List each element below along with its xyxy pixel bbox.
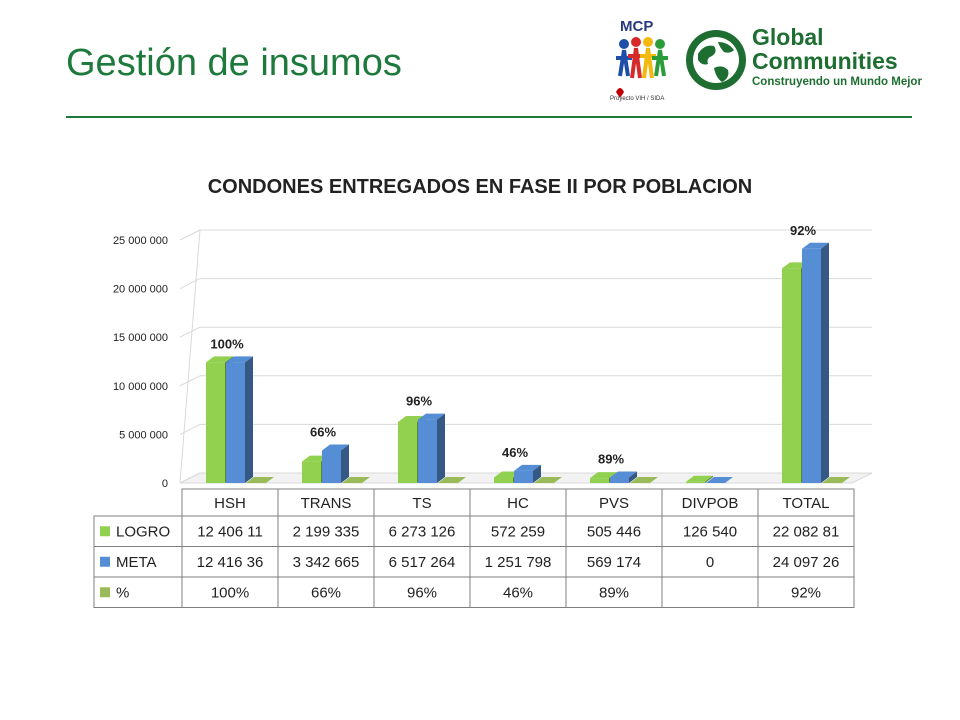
y-tick-label: 20 000 000 (113, 284, 168, 296)
legend-label: % (116, 584, 129, 601)
table-cell: 572 259 (491, 523, 545, 540)
table-cell: 12 406 11 (197, 523, 263, 540)
bar-meta (322, 444, 349, 483)
table-cell: 1 251 798 (485, 554, 552, 571)
table-cell: 46% (503, 584, 533, 601)
table-cell: 505 446 (587, 523, 641, 540)
table-cell: 3 342 665 (293, 554, 360, 571)
bar-meta (514, 464, 541, 483)
x-category-label: HC (507, 495, 529, 512)
table-cell: 2 199 335 (293, 523, 360, 540)
bar-data-label: 89% (598, 451, 624, 466)
table-body (93, 515, 855, 608)
table-cell: 569 174 (587, 554, 641, 571)
table-cell: 100% (211, 584, 249, 601)
x-category-label: TS (412, 495, 431, 512)
bar-pct (342, 477, 370, 483)
global-communities-line2: Communities (752, 48, 898, 74)
bar-meta (802, 242, 829, 483)
mcp-logo-text: MCP (620, 18, 654, 35)
x-category-label: DIVPOB (682, 495, 739, 512)
table-cell: 0 (706, 554, 714, 571)
globe-icon (686, 30, 746, 90)
table-header-row (181, 488, 855, 517)
chart-title: CONDONES ENTREGADOS EN FASE II POR POBLA… (207, 176, 753, 198)
global-communities-logo: Global Communities Construyendo un Mundo… (684, 22, 922, 104)
x-category-label: HSH (214, 495, 246, 512)
bar-logro (686, 475, 713, 483)
mcp-logo: MCP Proyecto VIH / SIDA (606, 16, 674, 108)
table-cell: 126 540 (683, 523, 737, 540)
bar-meta (226, 356, 253, 483)
table-cell: 96% (407, 584, 437, 601)
gridline-side (179, 375, 201, 387)
legend-label: META (116, 554, 157, 571)
bar-meta (706, 477, 733, 483)
table-cell: 24 097 26 (773, 554, 840, 571)
people-icon (616, 37, 668, 98)
x-category-label: TOTAL (783, 495, 830, 512)
bar-data-label: 92% (790, 223, 816, 238)
y-tick-label: 25 000 000 (113, 235, 168, 247)
gridline-side (179, 229, 201, 241)
table-cell: 66% (311, 584, 341, 601)
y-tick-label: 10 000 000 (113, 381, 168, 393)
bar-data-label: 100% (210, 336, 244, 351)
page-title: Gestión de insumos (66, 42, 402, 84)
y-tick-label: 0 (162, 478, 168, 490)
bar-pct (438, 477, 466, 483)
legend-swatch (100, 556, 110, 567)
x-category-label: PVS (599, 495, 629, 512)
gridline-side (179, 278, 201, 290)
table-cell: 12 416 36 (197, 554, 264, 571)
title-divider (66, 116, 912, 118)
legend-swatch (100, 587, 110, 598)
table-cell: 89% (599, 584, 629, 601)
bar-pct (534, 477, 562, 483)
gridline-side (179, 326, 201, 338)
legend-swatch (100, 526, 110, 537)
bar-pct (630, 477, 658, 483)
y-tick-label: 5 000 000 (119, 429, 168, 441)
gridline-side (179, 423, 201, 435)
global-communities-tagline: Construyendo un Mundo Mejor (752, 76, 922, 88)
table-cell: 6 517 264 (389, 554, 456, 571)
bar-data-label: 46% (502, 445, 528, 460)
bar-pct (246, 477, 274, 483)
legend-label: LOGRO (116, 523, 170, 540)
y-tick-label: 15 000 000 (113, 332, 168, 344)
x-category-label: TRANS (301, 495, 352, 512)
bar-meta (610, 471, 637, 483)
bar-pct (822, 477, 850, 483)
global-communities-line1: Global (752, 24, 824, 50)
bar-meta (418, 413, 445, 483)
table-cell: 6 273 126 (389, 523, 456, 540)
bar-data-label: 96% (406, 394, 432, 409)
table-cell: 92% (791, 584, 821, 601)
bar-data-label: 66% (310, 425, 336, 440)
table-cell: 22 082 81 (773, 523, 840, 540)
mcp-logo-subtext: Proyecto VIH / SIDA (610, 96, 665, 102)
